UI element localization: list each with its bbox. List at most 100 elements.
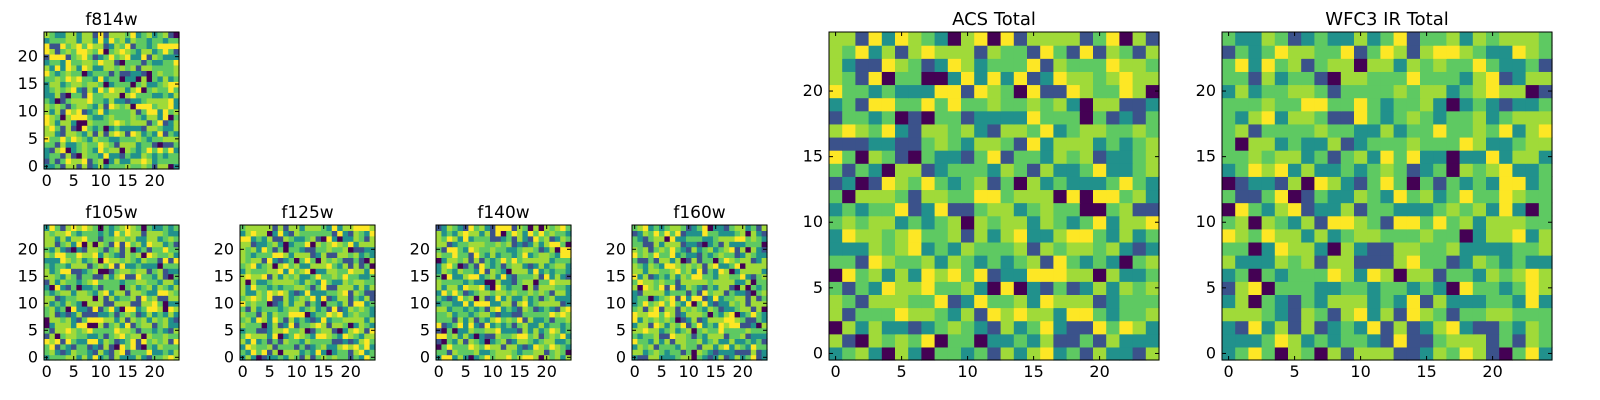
heatmap-cell: [141, 225, 148, 231]
heatmap-cell: [947, 84, 962, 99]
heatmap-cell: [304, 235, 311, 242]
heatmap-cell: [108, 322, 115, 329]
heatmap-cell: [168, 316, 175, 323]
heatmap-cell: [65, 32, 72, 39]
heatmap-cell: [560, 257, 567, 264]
heatmap-cell: [369, 289, 376, 296]
heatmap-cell: [642, 257, 649, 264]
heatmap-cell: [310, 300, 317, 307]
heatmap-cell: [146, 125, 153, 132]
heatmap-cell: [76, 125, 83, 132]
heatmap-cell: [65, 48, 72, 55]
heatmap-cell: [1420, 97, 1434, 112]
heatmap-cell: [71, 42, 77, 50]
heatmap-cell: [152, 333, 158, 339]
heatmap-cell: [522, 268, 529, 275]
heatmap-cell: [304, 252, 311, 258]
heatmap-cell: [527, 295, 534, 302]
heatmap-cell: [702, 230, 709, 237]
heatmap-cell: [1274, 294, 1289, 309]
heatmap-cell: [168, 343, 175, 350]
heatmap-cell: [358, 316, 365, 323]
heatmap-cell: [342, 241, 349, 248]
heatmap-cell: [1261, 189, 1276, 204]
heatmap-cell: [331, 316, 338, 323]
heatmap-cell: [1525, 58, 1540, 72]
heatmap-cell: [119, 59, 126, 66]
heatmap-cell: [669, 349, 676, 356]
heatmap-cell: [162, 130, 169, 137]
heatmap-cell: [1274, 136, 1289, 151]
heatmap-cell: [364, 295, 371, 302]
heatmap-cell: [125, 70, 131, 77]
heatmap-cell: [1248, 281, 1263, 295]
heatmap-cell: [881, 346, 896, 361]
heatmap-cell: [173, 75, 180, 82]
heatmap-cell: [500, 225, 507, 231]
heatmap-cell: [707, 289, 714, 296]
heatmap-cell: [125, 333, 131, 339]
heatmap-cell: [358, 279, 365, 285]
heatmap-cell: [288, 300, 295, 307]
heatmap-cell: [868, 281, 883, 295]
heatmap-cell: [457, 333, 464, 339]
heatmap-cell: [157, 230, 164, 237]
heatmap-cell: [881, 150, 896, 164]
heatmap-cell: [1119, 268, 1134, 282]
heatmap-cell: [1066, 228, 1081, 243]
heatmap-cell: [1446, 123, 1461, 138]
heatmap-cell: [1433, 307, 1447, 322]
heatmap-cell: [294, 333, 300, 339]
heatmap-cell: [1354, 281, 1368, 295]
heatmap-cell: [718, 333, 725, 339]
heatmap-cell: [87, 108, 94, 115]
heatmap-cell: [908, 333, 922, 348]
heatmap-cell: [76, 136, 83, 143]
heatmap-cell: [299, 279, 306, 285]
heatmap-cell: [686, 316, 692, 323]
heatmap-cell: [173, 64, 180, 71]
heatmap-cell: [342, 289, 349, 296]
heatmap-cell: [92, 86, 99, 93]
heatmap-cell: [1235, 307, 1249, 322]
heatmap-cell: [337, 349, 344, 356]
heatmap-cell: [680, 295, 687, 302]
heatmap-cell: [1406, 123, 1421, 138]
heatmap-cell: [680, 246, 687, 253]
heatmap-cell: [702, 333, 709, 339]
heatmap-cell: [44, 311, 50, 318]
heatmap-cell: [65, 70, 72, 77]
heatmap-cell: [756, 306, 763, 312]
heatmap-cell: [87, 300, 94, 307]
heatmap-cell: [250, 295, 257, 302]
heatmap-cell: [353, 257, 360, 264]
heatmap-cell: [1459, 255, 1474, 269]
heatmap-cell: [49, 81, 56, 88]
heatmap-cell: [740, 311, 746, 318]
heatmap-cell: [103, 53, 110, 60]
heatmap-cell: [157, 327, 164, 334]
heatmap-cell: [468, 284, 475, 291]
heatmap-cell: [707, 306, 714, 312]
heatmap-cell: [76, 86, 83, 93]
heatmap-cell: [702, 306, 709, 312]
heatmap-cell: [141, 119, 148, 126]
heatmap-cell: [103, 322, 110, 329]
heatmap-cell: [321, 241, 327, 248]
heatmap-cell: [60, 257, 67, 264]
heatmap-cell: [987, 150, 1002, 164]
heatmap-cell: [473, 252, 480, 258]
heatmap-cell: [495, 349, 502, 356]
heatmap-cell: [538, 289, 545, 296]
heatmap-cell: [457, 300, 464, 307]
heatmap-cell: [740, 338, 746, 345]
heatmap-cell: [702, 338, 709, 345]
heatmap-cell: [495, 289, 502, 296]
heatmap-cell: [60, 48, 67, 55]
heatmap-cell: [1538, 71, 1553, 86]
heatmap-cell: [1406, 307, 1421, 322]
heatmap-cell: [288, 268, 295, 275]
heatmap-cell: [1472, 176, 1487, 191]
heatmap-cell: [713, 246, 719, 253]
